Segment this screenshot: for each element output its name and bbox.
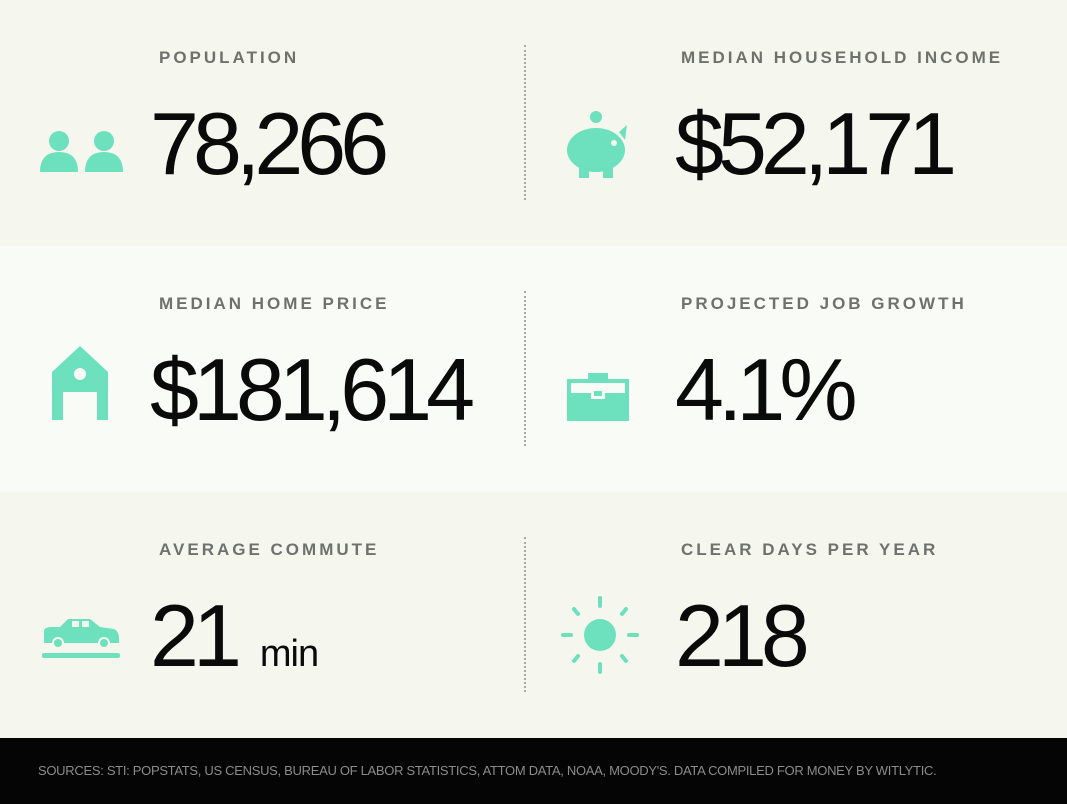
stats-row-3: AVERAGE COMMUTE 21 min CLEAR DAYS PER YEA… (0, 492, 1067, 738)
stat-population: POPULATION 78,266 (0, 0, 533, 247)
stat-unit: min (259, 633, 319, 675)
stat-value: 4.1% (675, 340, 858, 439)
stats-row-1: POPULATION 78,266 MEDIAN HOUSEHOLD INCOM… (0, 0, 1067, 247)
stat-clear-days: CLEAR DAYS PER YEAR 218 (533, 492, 1066, 738)
stat-value: $181,614 (150, 340, 475, 439)
stat-label: AVERAGE COMMUTE (159, 540, 380, 559)
house-icon (52, 346, 108, 420)
stat-median-household-income: MEDIAN HOUSEHOLD INCOME $52,171 (533, 0, 1066, 247)
stat-median-home-price: MEDIAN HOME PRICE $181,614 (0, 246, 533, 493)
stat-value: 78,266 (150, 94, 389, 193)
divider (524, 291, 526, 446)
stat-projected-job-growth: PROJECTED JOB GROWTH 4.1% (533, 246, 1066, 493)
car-icon (42, 619, 120, 658)
briefcase-icon (567, 373, 629, 421)
stats-row-2: MEDIAN HOME PRICE $181,614 PROJECTED JOB… (0, 246, 1067, 493)
stat-label: POPULATION (159, 48, 300, 67)
divider (524, 537, 526, 692)
stat-label: MEDIAN HOUSEHOLD INCOME (681, 48, 1004, 67)
piggy-bank-icon (567, 111, 627, 178)
stat-value: 218 (675, 586, 810, 685)
stat-label: CLEAR DAYS PER YEAR (681, 540, 939, 559)
sun-icon (561, 596, 639, 674)
stat-value: $52,171 (675, 94, 957, 193)
people-icon (40, 131, 123, 172)
stat-average-commute: AVERAGE COMMUTE 21 min (0, 492, 533, 738)
stat-value: 21 min (150, 584, 319, 706)
divider (524, 45, 526, 200)
sources-text: SOURCES: STI: POPSTATS, US CENSUS, BUREA… (38, 763, 937, 778)
footer: SOURCES: STI: POPSTATS, US CENSUS, BUREA… (0, 738, 1067, 804)
stat-label: MEDIAN HOME PRICE (159, 294, 390, 313)
stat-label: PROJECTED JOB GROWTH (681, 294, 967, 313)
stat-number: 21 (150, 586, 242, 685)
